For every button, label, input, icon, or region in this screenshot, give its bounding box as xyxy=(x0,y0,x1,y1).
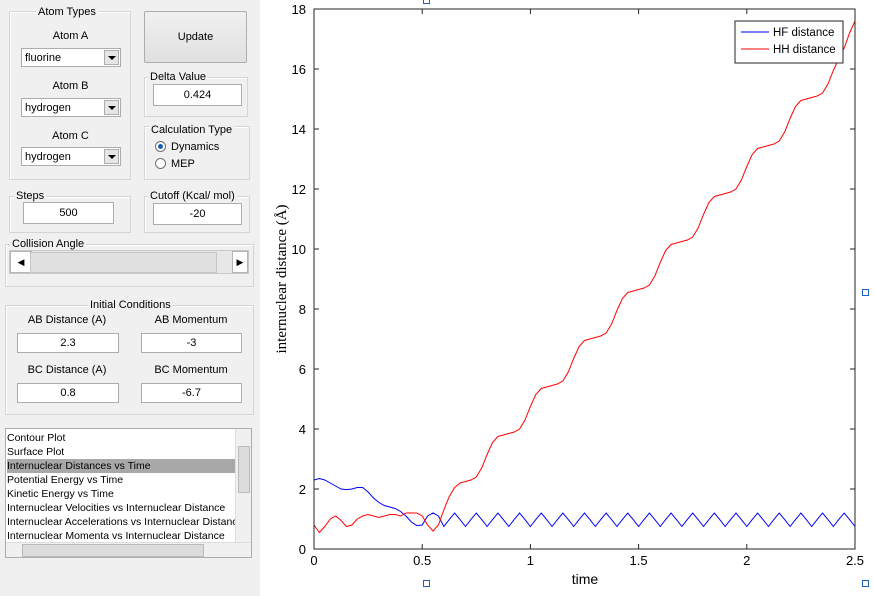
field-label: AB Distance (A) xyxy=(27,314,107,326)
resize-handle xyxy=(423,0,430,4)
x-tick-label: 2.5 xyxy=(846,553,864,568)
x-tick-label: 0.5 xyxy=(413,553,431,568)
y-tick-label: 12 xyxy=(292,182,306,197)
y-tick-label: 14 xyxy=(292,122,306,137)
resize-handle xyxy=(423,580,430,587)
bc-distance-input[interactable]: 0.8 xyxy=(17,383,119,403)
plot-listbox[interactable]: Internuclear Momenta vs Internuclear Dis… xyxy=(5,428,252,558)
resize-handle xyxy=(862,580,869,587)
list-item[interactable]: Internuclear Distances vs Time xyxy=(7,459,235,473)
y-tick-label: 18 xyxy=(292,2,306,17)
ab-distance-input[interactable]: 2.3 xyxy=(17,333,119,353)
h-scrollbar[interactable] xyxy=(6,542,251,557)
list-item[interactable]: Internuclear Accelerations vs Internucle… xyxy=(7,516,235,528)
field-label: BC Distance (A) xyxy=(27,364,107,376)
resize-handle xyxy=(862,289,869,296)
list-item[interactable]: Potential Energy vs Time xyxy=(7,474,124,486)
x-tick-label: 1 xyxy=(527,553,534,568)
group-title: Cutoff (Kcal/ mol) xyxy=(148,190,237,202)
steps-group xyxy=(9,196,131,233)
field-label: Atom C xyxy=(52,130,89,142)
axes-frame xyxy=(313,8,856,550)
x-axis-label: time xyxy=(572,571,599,587)
x-tick-label: 0 xyxy=(310,553,317,568)
delta-input[interactable]: 0.424 xyxy=(153,84,242,106)
y-tick-label: 6 xyxy=(299,362,306,377)
legend-box xyxy=(734,20,844,64)
cutoff-input[interactable]: -20 xyxy=(153,203,242,225)
field-label: Atom B xyxy=(52,80,89,92)
data-line xyxy=(313,20,856,534)
bc-momentum-input[interactable]: -6.7 xyxy=(141,383,242,403)
y-tick-label: 2 xyxy=(299,482,306,497)
radio-dynamics[interactable] xyxy=(155,141,166,152)
field-label: BC Momentum xyxy=(154,364,228,376)
group-title: Initial Conditions xyxy=(88,299,173,311)
ab-momentum-input[interactable]: -3 xyxy=(141,333,242,353)
legend-label: HH distance xyxy=(773,44,836,56)
field-label: Atom A xyxy=(52,30,89,42)
update-button[interactable]: Update xyxy=(144,11,247,63)
angle-slider[interactable]: ◀ ▶ xyxy=(9,250,249,274)
group-title: Calculation Type xyxy=(149,124,235,136)
group-title: Delta Value xyxy=(148,71,209,83)
atom-b-dropdown[interactable]: hydrogen xyxy=(21,98,121,117)
y-tick-label: 0 xyxy=(299,542,306,557)
x-tick-label: 2 xyxy=(743,553,750,568)
x-tick-label: 1.5 xyxy=(630,553,648,568)
group-title: Atom Types xyxy=(36,6,98,18)
y-tick-label: 10 xyxy=(292,242,306,257)
y-axis-label: internuclear distance (Å) xyxy=(274,204,290,353)
list-item[interactable]: Contour Plot xyxy=(7,432,66,444)
group-title: Collision Angle xyxy=(10,238,87,250)
list-item[interactable]: Kinetic Energy vs Time xyxy=(7,488,114,500)
group-title: Steps xyxy=(14,190,47,202)
radio-label: Dynamics xyxy=(171,141,220,153)
atom-c-dropdown[interactable]: hydrogen xyxy=(21,147,121,166)
atom-a-dropdown[interactable]: fluorine xyxy=(21,48,121,67)
dropdown-value: hydrogen xyxy=(25,102,71,114)
radio-label: MEP xyxy=(171,158,195,170)
control-panel: Atom Types Atom A fluorine Atom B hydrog… xyxy=(0,0,260,596)
list-item[interactable]: Internuclear Momenta vs Internuclear Dis… xyxy=(7,530,225,542)
field-label: AB Momentum xyxy=(154,314,228,326)
y-tick-label: 8 xyxy=(299,302,306,317)
dropdown-value: fluorine xyxy=(25,52,62,64)
legend-label: HF distance xyxy=(773,27,834,39)
axes-box xyxy=(314,9,855,549)
collision-group xyxy=(5,244,254,287)
dropdown-value: hydrogen xyxy=(25,151,71,163)
list-item[interactable]: Internuclear Velocities vs Internuclear … xyxy=(7,502,226,514)
radio-mep[interactable] xyxy=(155,158,166,169)
steps-input[interactable]: 500 xyxy=(23,202,114,224)
y-tick-label: 4 xyxy=(299,422,306,437)
y-tick-label: 16 xyxy=(292,62,306,77)
v-scrollbar[interactable] xyxy=(235,429,251,542)
list-item[interactable]: Surface Plot xyxy=(7,446,65,458)
